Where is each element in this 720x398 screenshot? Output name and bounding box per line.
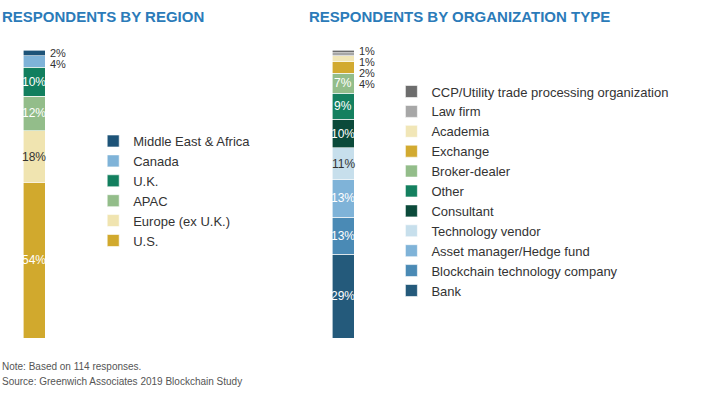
svg-text:Law firm: Law firm	[431, 104, 480, 119]
svg-text:1%: 1%	[359, 56, 375, 68]
svg-text:13%: 13%	[331, 229, 355, 243]
svg-text:13%: 13%	[331, 191, 355, 205]
svg-text:4%: 4%	[359, 78, 375, 90]
svg-text:RESPONDENTS BY ORGANIZATION TY: RESPONDENTS BY ORGANIZATION TYPE	[309, 8, 610, 25]
svg-text:Note: Based on 114 responses.: Note: Based on 114 responses.	[2, 361, 141, 372]
svg-text:54%: 54%	[22, 253, 46, 267]
svg-text:2%: 2%	[359, 67, 375, 79]
svg-text:Middle East & Africa: Middle East & Africa	[133, 134, 250, 149]
svg-text:10%: 10%	[331, 127, 355, 141]
svg-text:29%: 29%	[331, 289, 355, 303]
svg-text:Academia: Academia	[431, 124, 490, 139]
svg-text:11%: 11%	[332, 157, 355, 171]
svg-text:Blockchain technology company: Blockchain technology company	[431, 264, 617, 279]
svg-text:APAC: APAC	[133, 194, 167, 209]
svg-text:18%: 18%	[22, 150, 46, 164]
svg-text:Other: Other	[431, 184, 464, 199]
svg-text:Bank: Bank	[431, 284, 461, 299]
svg-text:12%: 12%	[22, 106, 46, 120]
svg-text:Technology vendor: Technology vendor	[431, 224, 541, 239]
svg-text:4%: 4%	[50, 58, 66, 70]
svg-text:Asset manager/Hedge fund: Asset manager/Hedge fund	[431, 244, 589, 259]
svg-text:U.K.: U.K.	[133, 174, 158, 189]
svg-text:Exchange: Exchange	[431, 144, 489, 159]
svg-text:9%: 9%	[334, 99, 352, 113]
svg-text:Consultant: Consultant	[431, 204, 494, 219]
svg-text:Broker-dealer: Broker-dealer	[431, 164, 510, 179]
svg-text:RESPONDENTS BY REGION: RESPONDENTS BY REGION	[2, 8, 204, 25]
svg-text:Source: Greenwich Associates 2: Source: Greenwich Associates 2019 Blockc…	[2, 376, 242, 387]
svg-text:Europe (ex U.K.): Europe (ex U.K.)	[133, 214, 230, 229]
svg-text:CCP/Utility trade processing o: CCP/Utility trade processing organizatio…	[431, 85, 668, 100]
svg-text:10%: 10%	[22, 75, 46, 89]
svg-text:1%: 1%	[359, 45, 375, 57]
svg-text:U.S.: U.S.	[133, 234, 158, 249]
svg-text:7%: 7%	[334, 76, 352, 90]
svg-text:2%: 2%	[50, 47, 66, 59]
svg-text:Canada: Canada	[133, 154, 179, 169]
